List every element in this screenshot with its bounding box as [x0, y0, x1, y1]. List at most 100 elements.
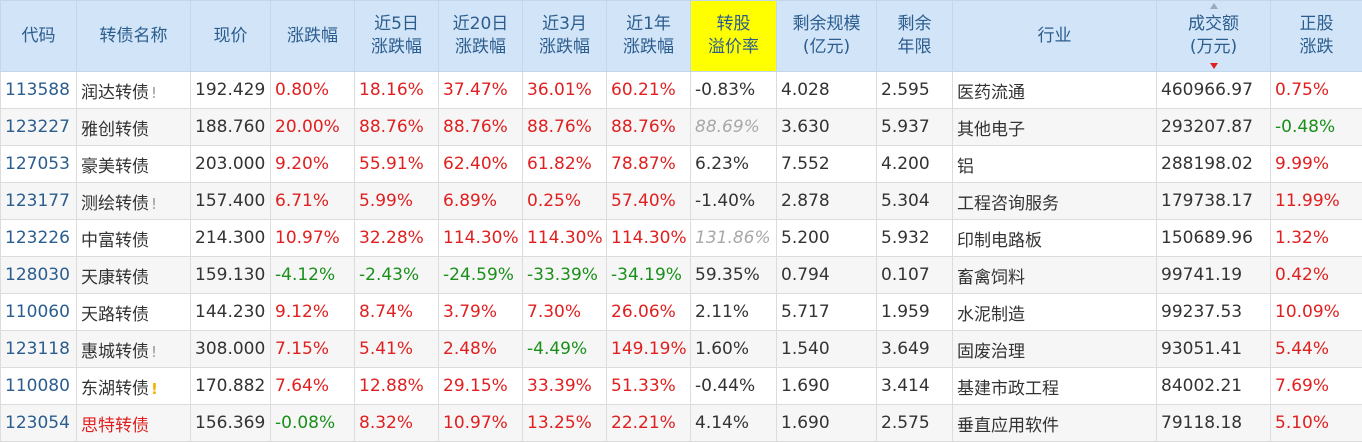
- cell-turnover: 179738.17: [1157, 183, 1271, 220]
- cell-code[interactable]: 113588: [1, 72, 77, 109]
- cell-change: 9.20%: [271, 146, 355, 183]
- bond-name-label: 豪美转债: [81, 157, 149, 177]
- column-header-change[interactable]: 涨跌幅: [271, 1, 355, 72]
- cell-chg1y: 78.87%: [607, 146, 691, 183]
- cell-industry: 工程咨询服务: [953, 183, 1157, 220]
- column-header-chg20d[interactable]: 近20日涨跌幅: [439, 1, 523, 72]
- cell-name[interactable]: 天康转债: [77, 257, 191, 294]
- cell-turnover: 150689.96: [1157, 220, 1271, 257]
- cell-code[interactable]: 123177: [1, 183, 77, 220]
- column-header-chg1y[interactable]: 近1年涨跌幅: [607, 1, 691, 72]
- cell-remaining-size: 0.794: [777, 257, 877, 294]
- cell-chg3m: 0.25%: [523, 183, 607, 220]
- column-header-stock-change[interactable]: 正股涨跌: [1271, 1, 1362, 72]
- sort-ascending-icon[interactable]: [1210, 3, 1218, 9]
- column-header-remaining-years[interactable]: 剩余年限: [877, 1, 953, 72]
- column-header-label: 年限: [877, 36, 952, 59]
- cell-name[interactable]: 测绘转债!: [77, 183, 191, 220]
- cell-remaining-size: 5.200: [777, 220, 877, 257]
- cell-turnover: 99741.19: [1157, 257, 1271, 294]
- cell-code[interactable]: 123054: [1, 405, 77, 442]
- column-header-name[interactable]: 转债名称: [77, 1, 191, 72]
- cell-chg3m: 114.30%: [523, 220, 607, 257]
- notice-mark-icon[interactable]: !: [151, 84, 157, 102]
- column-header-industry[interactable]: 行业: [953, 1, 1157, 72]
- column-header-label: 现价: [191, 25, 270, 48]
- cell-stock-change: 10.09%: [1271, 294, 1362, 331]
- column-header-label: 近3月: [523, 13, 606, 36]
- cell-chg20d: 62.40%: [439, 146, 523, 183]
- cell-chg20d: 2.48%: [439, 331, 523, 368]
- cell-code[interactable]: 127053: [1, 146, 77, 183]
- column-header-price[interactable]: 现价: [191, 1, 271, 72]
- cell-name[interactable]: 豪美转债: [77, 146, 191, 183]
- column-header-premium[interactable]: 转股溢价率: [691, 1, 777, 72]
- column-header-label: 近20日: [439, 13, 522, 36]
- cell-name[interactable]: 中富转债: [77, 220, 191, 257]
- cell-price: 308.000: [191, 331, 271, 368]
- column-header-label: 涨跌幅: [355, 36, 438, 59]
- cell-name[interactable]: 思特转债: [77, 405, 191, 442]
- cell-stock-change: 0.42%: [1271, 257, 1362, 294]
- sort-descending-icon[interactable]: [1210, 63, 1218, 69]
- cell-chg3m: 33.39%: [523, 368, 607, 405]
- cell-industry: 固废治理: [953, 331, 1157, 368]
- cell-code[interactable]: 123226: [1, 220, 77, 257]
- cell-stock-change: 5.44%: [1271, 331, 1362, 368]
- cell-remaining-size: 1.690: [777, 368, 877, 405]
- cell-change: 9.12%: [271, 294, 355, 331]
- cell-code[interactable]: 128030: [1, 257, 77, 294]
- bond-name-label: 测绘转债: [81, 194, 149, 214]
- notice-mark-icon[interactable]: !: [151, 380, 158, 398]
- column-header-chg5d[interactable]: 近5日涨跌幅: [355, 1, 439, 72]
- cell-code[interactable]: 123227: [1, 109, 77, 146]
- cell-change: 20.00%: [271, 109, 355, 146]
- cell-premium: -1.40%: [691, 183, 777, 220]
- cell-name[interactable]: 雅创转债: [77, 109, 191, 146]
- cell-price: 157.400: [191, 183, 271, 220]
- header-row: 代码转债名称现价涨跌幅近5日涨跌幅近20日涨跌幅近3月涨跌幅近1年涨跌幅转股溢价…: [1, 1, 1362, 72]
- cell-name[interactable]: 惠城转债!: [77, 331, 191, 368]
- cell-premium: 4.14%: [691, 405, 777, 442]
- cell-name[interactable]: 天路转债: [77, 294, 191, 331]
- column-header-chg3m[interactable]: 近3月涨跌幅: [523, 1, 607, 72]
- cell-remaining-years: 0.107: [877, 257, 953, 294]
- cell-name[interactable]: 润达转债!: [77, 72, 191, 109]
- cell-code[interactable]: 110080: [1, 368, 77, 405]
- column-header-code[interactable]: 代码: [1, 1, 77, 72]
- cell-chg5d: 5.41%: [355, 331, 439, 368]
- cell-remaining-size: 1.690: [777, 405, 877, 442]
- cell-price: 188.760: [191, 109, 271, 146]
- cell-premium: 2.11%: [691, 294, 777, 331]
- column-header-label: 转债名称: [77, 25, 190, 48]
- notice-mark-icon[interactable]: !: [151, 343, 157, 361]
- cell-code[interactable]: 123118: [1, 331, 77, 368]
- cell-name[interactable]: 东湖转债!: [77, 368, 191, 405]
- cell-industry: 铝: [953, 146, 1157, 183]
- notice-mark-icon[interactable]: !: [151, 195, 157, 213]
- cell-remaining-years: 3.649: [877, 331, 953, 368]
- cell-remaining-years: 1.959: [877, 294, 953, 331]
- cell-premium: 131.86%: [691, 220, 777, 257]
- cell-change: 0.80%: [271, 72, 355, 109]
- cell-chg1y: -34.19%: [607, 257, 691, 294]
- column-header-label: 剩余规模: [777, 13, 876, 36]
- cell-price: 192.429: [191, 72, 271, 109]
- cell-chg20d: 6.89%: [439, 183, 523, 220]
- cell-chg5d: -2.43%: [355, 257, 439, 294]
- cell-code[interactable]: 110060: [1, 294, 77, 331]
- column-header-remaining-size[interactable]: 剩余规模(亿元): [777, 1, 877, 72]
- cell-chg3m: 36.01%: [523, 72, 607, 109]
- cell-remaining-size: 3.630: [777, 109, 877, 146]
- column-header-turnover[interactable]: 成交额(万元): [1157, 1, 1271, 72]
